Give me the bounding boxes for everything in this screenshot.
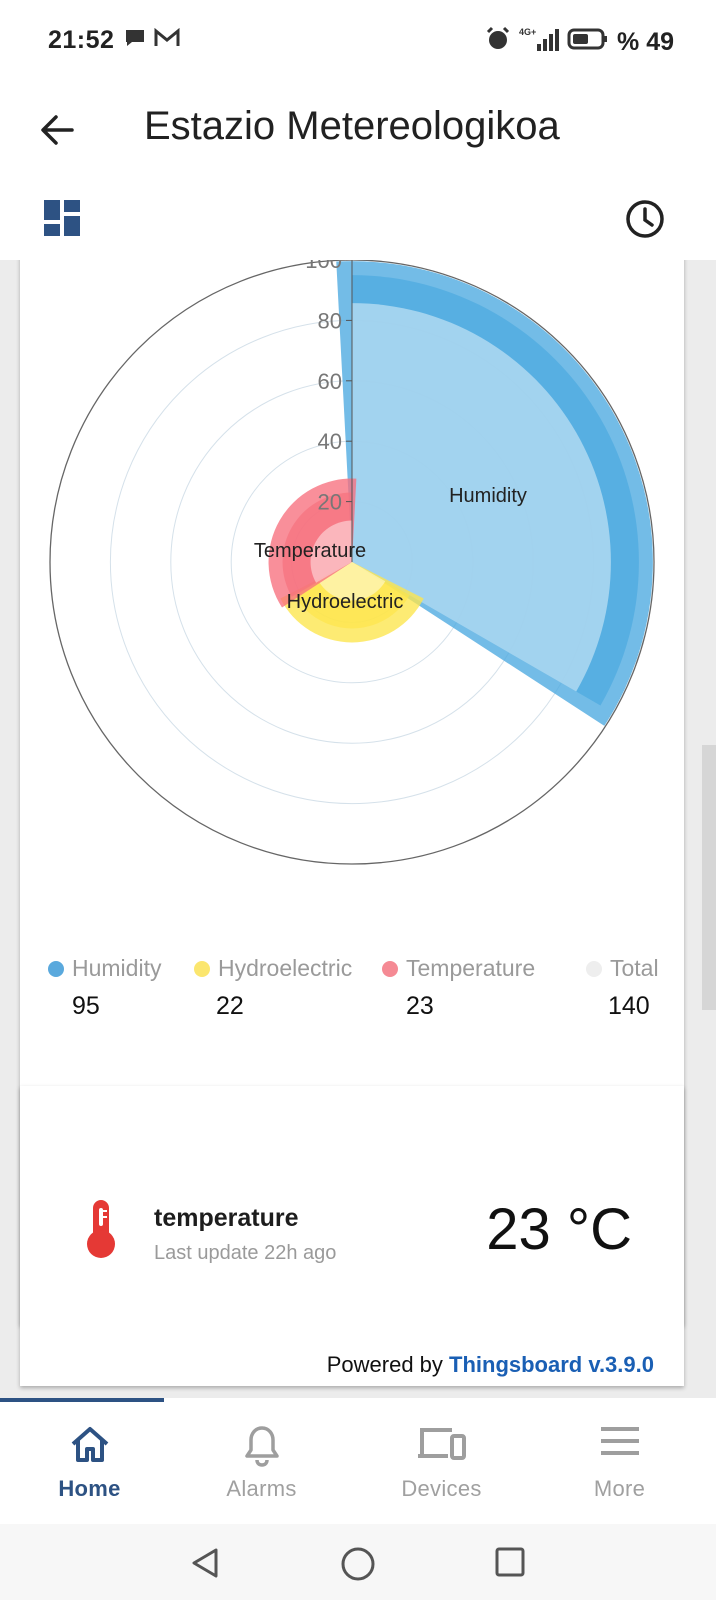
nav-label: Alarms [226, 1476, 297, 1501]
legend-label: Temperature [406, 955, 536, 981]
radial-grid-outer [49, 260, 655, 865]
chat-bubble-icon [124, 28, 146, 53]
nav-label: Home [58, 1476, 121, 1501]
home-icon [68, 1424, 112, 1469]
legend-item-total[interactable]: Total 140 [586, 955, 659, 1021]
radial-tick-label: 100 [305, 260, 342, 273]
slice-label-hydroelectric: Hydroelectric [287, 591, 404, 613]
status-time: 21:52 [48, 26, 115, 54]
page-title: Estazio Metereologikoa [144, 104, 560, 148]
legend-label: Total [610, 955, 659, 981]
clock-icon [626, 200, 664, 238]
square-recents-icon [495, 1547, 525, 1577]
slice-label-temperature: Temperature [254, 540, 366, 562]
nav-devices[interactable]: Devices [352, 1398, 531, 1524]
bell-icon [242, 1424, 282, 1473]
legend-value: 95 [72, 992, 100, 1020]
last-update-text: Last update 22h ago [154, 1242, 337, 1264]
devices-icon [416, 1424, 468, 1469]
dashboard-content[interactable]: 100 80 60 40 20 Humidity Temperature Hydroelect… [0, 260, 716, 1398]
network-type: 4G+ [519, 27, 536, 37]
nav-more[interactable]: More [530, 1398, 709, 1524]
system-recents-button[interactable] [494, 1546, 526, 1583]
nav-label: Devices [401, 1476, 482, 1501]
slice-label-humidity: Humidity [449, 485, 527, 507]
temperature-value: 23 °C [486, 1197, 632, 1262]
slice-temperature [282, 492, 352, 597]
slice-humidity [352, 275, 639, 706]
legend-item-temperature[interactable]: Temperature 23 [382, 955, 535, 1021]
menu-icon [599, 1424, 641, 1463]
thingsboard-link[interactable]: Thingsboard v.3.9.0 [449, 1352, 654, 1377]
legend-value: 23 [406, 992, 434, 1020]
radial-tick-label: 40 [318, 429, 342, 454]
system-home-button[interactable] [340, 1546, 376, 1587]
slice-hydroelectric [294, 562, 410, 629]
legend-dot-total [586, 960, 602, 977]
radial-tick-label: 80 [318, 308, 342, 333]
active-tab-indicator [0, 1398, 164, 1402]
powered-by: Powered by Thingsboard v.3.9.0 [327, 1352, 654, 1378]
system-back-button[interactable] [188, 1546, 222, 1585]
timewindow-button[interactable] [624, 198, 666, 245]
alarm-clock-icon [485, 26, 511, 59]
legend-label: Hydroelectric [218, 955, 353, 981]
slice-inner-humidity [352, 303, 611, 692]
nav-alarms[interactable]: Alarms [172, 1398, 351, 1524]
radial-tick-label: 60 [318, 369, 342, 394]
legend-dot-hydroelectric [194, 960, 210, 977]
legend-value: 22 [216, 992, 244, 1020]
radial-tick-label: 20 [318, 490, 342, 515]
chart-legend: Humidity 95 Hydroelectric 22 Temperature… [48, 955, 678, 1045]
gmail-icon [154, 27, 180, 53]
dashboards-button[interactable] [44, 200, 82, 243]
legend-label: Humidity [72, 955, 162, 981]
arrow-left-icon [41, 115, 74, 145]
nav-label: More [593, 1476, 646, 1501]
powered-by-prefix: Powered by [326, 1352, 450, 1377]
slice-inner-temperature [310, 520, 352, 583]
legend-item-humidity[interactable]: Humidity 95 [48, 955, 161, 1021]
battery-icon [567, 27, 609, 58]
legend-value: 140 [608, 992, 650, 1020]
system-navigation-bar [0, 1524, 716, 1600]
circle-home-icon [341, 1547, 375, 1581]
polar-area-chart: 100 80 60 40 20 Humidity Temperature Hydroelect… [49, 260, 655, 865]
temperature-label: temperature [154, 1204, 299, 1232]
battery-percentage: % 49 [617, 28, 674, 56]
triangle-back-icon [192, 1548, 218, 1578]
legend-dot-temperature [382, 960, 398, 977]
signal-icon: 4G+ [519, 26, 560, 59]
temperature-card[interactable]: temperature Last update 22h ago 23 °C Po… [20, 1086, 684, 1386]
thermometer-icon [84, 1198, 118, 1265]
legend-dot-humidity [48, 960, 64, 977]
scrollbar[interactable] [702, 745, 716, 1010]
back-button[interactable] [36, 108, 80, 152]
nav-home[interactable]: Home [0, 1398, 179, 1524]
legend-item-hydroelectric[interactable]: Hydroelectric 22 [194, 955, 352, 1021]
status-bar: 21:52 4G+ % 49 [0, 0, 716, 82]
bottom-navigation: Home Alarms Devices More [0, 1398, 716, 1524]
app-bar: Estazio Metereologikoa [0, 82, 716, 252]
dashboard-icon [44, 200, 80, 236]
